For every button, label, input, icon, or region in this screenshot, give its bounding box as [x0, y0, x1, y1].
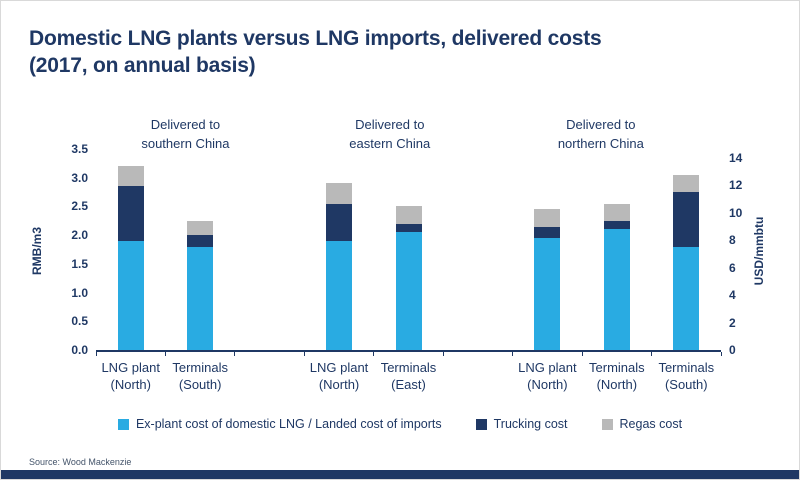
legend: Ex-plant cost of domestic LNG / Landed c… — [1, 417, 799, 431]
y-axis-right-tick-label: 10 — [729, 205, 743, 220]
legend-label: Trucking cost — [493, 417, 568, 431]
y-axis-left-tick-label: 1.0 — [71, 285, 88, 300]
legend-swatch — [117, 418, 129, 430]
bar-segment-regas — [603, 203, 630, 221]
label-line: Terminals — [658, 360, 715, 375]
bar-segment-regas — [534, 209, 561, 227]
x-axis-line — [96, 350, 721, 352]
label-line: Terminals — [380, 360, 437, 375]
bar-segment-trucking — [395, 223, 422, 233]
bar-segment-ex-plant — [326, 240, 353, 350]
label-line: southern China — [141, 136, 230, 151]
bar-segment-regas — [395, 206, 422, 224]
label-line: (North) — [110, 377, 151, 392]
x-axis-tick-mark — [303, 352, 305, 356]
legend-swatch — [475, 418, 487, 430]
bar-segment-trucking — [603, 220, 630, 230]
chart-title-line2: (2017, on annual basis) — [29, 54, 256, 77]
y-axis-left-tick-label: 0.0 — [71, 343, 88, 357]
label-line: Delivered to — [355, 117, 425, 132]
label-line: Delivered to — [566, 117, 636, 132]
legend-label: Regas cost — [619, 417, 683, 431]
x-axis-tick-mark — [651, 352, 653, 356]
y-axis-left-tick-label: 1.5 — [71, 256, 88, 271]
y-axis-right-tick-label: 2 — [729, 315, 736, 330]
bar-segment-ex-plant — [187, 246, 214, 350]
y-axis-right-tick-label: 8 — [729, 233, 736, 248]
x-category-label: LNG plant (North) — [86, 359, 176, 393]
x-category-label: Terminals (South) — [155, 359, 245, 393]
y-axis-left-tick-label: 2.0 — [71, 228, 88, 243]
label-line: northern China — [557, 136, 644, 151]
x-axis-tick-mark — [581, 352, 583, 356]
bar-segment-trucking — [534, 226, 561, 239]
bar-segment-trucking — [673, 192, 700, 247]
bar-segment-ex-plant — [395, 232, 422, 350]
y-axis-left-tick-label: 2.5 — [71, 199, 88, 214]
chart-title-line1: Domestic LNG plants versus LNG imports, … — [29, 27, 602, 50]
label-line: (South) — [178, 377, 222, 392]
y-axis-right-tick-label: 14 — [729, 150, 743, 165]
x-category-label: Terminals (North) — [572, 359, 662, 393]
bar-segment-trucking — [187, 235, 214, 247]
label-line: eastern China — [349, 136, 431, 151]
chart-title: Domestic LNG plants versus LNG imports, … — [29, 25, 602, 79]
x-category-label: LNG plant (North) — [294, 359, 384, 393]
x-category-label: Terminals (South) — [641, 359, 731, 393]
source-note: Source: Wood Mackenzie — [29, 457, 132, 467]
bar-segment-regas — [187, 220, 214, 236]
label-line: Terminals — [589, 360, 645, 375]
x-axis-tick-mark — [95, 352, 97, 356]
label-line: LNG plant — [101, 360, 160, 375]
label-line: LNG plant — [309, 360, 369, 375]
group-annotation: Delivered to eastern China — [349, 115, 430, 153]
label-line: LNG plant — [518, 360, 577, 375]
bar-segment-ex-plant — [117, 240, 144, 350]
bar-segment-ex-plant — [603, 229, 630, 350]
label-line: Delivered to — [150, 117, 221, 132]
y-axis-right-tick-label: 12 — [729, 178, 743, 193]
label-line: (South) — [664, 377, 708, 392]
bar-segment-ex-plant — [534, 238, 561, 350]
x-axis-tick-mark — [373, 352, 375, 356]
x-axis-tick-mark — [720, 352, 722, 356]
bar-segment-regas — [326, 183, 353, 204]
legend-item-ex-plant: Ex-plant cost of domestic LNG / Landed c… — [117, 417, 442, 431]
legend-label: Ex-plant cost of domestic LNG / Landed c… — [135, 417, 442, 431]
footer-bar — [1, 470, 799, 479]
bar-segment-regas — [117, 166, 144, 187]
y-axis-left-tick-label: 3.5 — [71, 142, 88, 156]
label-line: (North) — [527, 377, 568, 392]
group-annotation: Delivered to southern China — [141, 115, 229, 153]
plot-area: 0.0 0.5 1.0 1.5 2.0 2.5 3.0 3.5 0 2 4 6 8 10 12 14 LNG p… — [71, 117, 742, 392]
label-line: Terminals — [172, 360, 228, 375]
x-axis-tick-mark — [234, 352, 236, 356]
legend-item-regas: Regas cost — [601, 417, 683, 431]
x-axis-tick-mark — [164, 352, 166, 356]
bar-segment-trucking — [117, 186, 144, 241]
bar-segment-regas — [673, 174, 700, 193]
y-axis-right-tick-label: 4 — [729, 288, 736, 303]
label-line: (North) — [318, 377, 360, 392]
group-annotation: Delivered to northern China — [558, 115, 644, 153]
x-axis-tick-mark — [442, 352, 444, 356]
x-category-label: Terminals (East) — [364, 359, 454, 393]
bar-segment-ex-plant — [673, 246, 700, 350]
y-axis-right-tick-label: 0 — [729, 343, 736, 357]
x-category-label: LNG plant (North) — [502, 359, 592, 393]
y-axis-left-tick-label: 0.5 — [71, 314, 88, 329]
y-axis-right-tick-label: 6 — [729, 260, 736, 275]
legend-swatch — [601, 418, 613, 430]
bar-segment-trucking — [326, 203, 353, 241]
label-line: (East) — [391, 377, 426, 392]
label-line: (North) — [596, 377, 638, 392]
legend-item-trucking: Trucking cost — [475, 417, 568, 431]
y-axis-left-tick-label: 3.0 — [71, 170, 88, 185]
x-axis-tick-mark — [512, 352, 514, 356]
